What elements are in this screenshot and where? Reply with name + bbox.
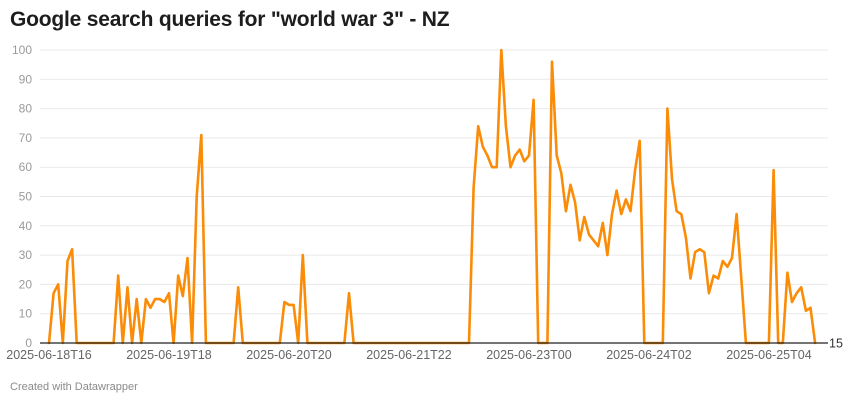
y-tick-label: 100 bbox=[12, 43, 32, 57]
x-tick-label: 2025-06-18T16 bbox=[6, 348, 92, 362]
gridlines bbox=[40, 49, 828, 315]
end-value-label: 15 bbox=[829, 337, 843, 351]
y-tick-label: 90 bbox=[19, 72, 33, 86]
x-tick-label: 2025-06-25T04 bbox=[726, 348, 812, 362]
y-tick-label: 80 bbox=[19, 102, 33, 116]
y-tick-label: 0 bbox=[25, 336, 32, 350]
y-tick-label: 10 bbox=[19, 307, 33, 321]
x-axis-ticks: 2025-06-18T16 2025-06-19T18 2025-06-20T20 2… bbox=[6, 348, 811, 362]
y-tick-label: 30 bbox=[19, 248, 33, 262]
y-tick-label: 60 bbox=[19, 160, 33, 174]
x-tick-label: 2025-06-23T00 bbox=[486, 348, 572, 362]
x-tick-label: 2025-06-20T20 bbox=[246, 348, 332, 362]
y-axis-ticks: 0 10 20 30 40 50 60 70 80 90 100 bbox=[12, 43, 32, 350]
y-tick-label: 40 bbox=[19, 219, 33, 233]
y-tick-label: 70 bbox=[19, 131, 33, 145]
footer-credit: Created with Datawrapper bbox=[10, 381, 138, 393]
chart-title: Google search queries for "world war 3" … bbox=[10, 8, 450, 31]
x-tick-label: 2025-06-21T22 bbox=[366, 348, 452, 362]
y-tick-label: 50 bbox=[19, 190, 33, 204]
x-tick-label: 2025-06-24T02 bbox=[606, 348, 692, 362]
y-tick-label: 20 bbox=[19, 277, 33, 291]
x-tick-label: 2025-06-19T18 bbox=[126, 348, 212, 362]
